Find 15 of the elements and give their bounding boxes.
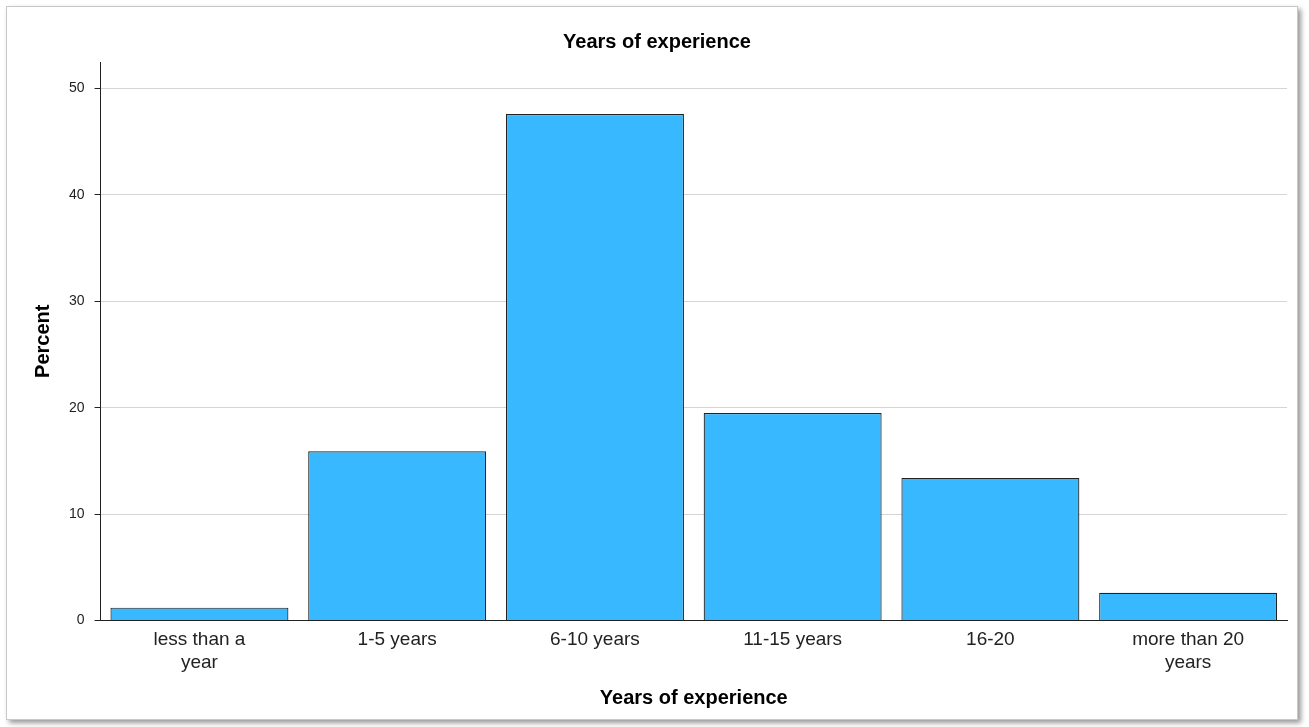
x-tick-label: 11-15 years [743,628,843,650]
x-tick-label: 1-5 years [357,628,437,650]
x-tick-label: 6-10 years [550,628,640,650]
y-tick-label: 30 [68,292,85,309]
y-tick-label: 20 [68,398,85,415]
y-tick-label: 10 [68,504,85,521]
x-tick-label: more than 20 years [1132,628,1245,672]
y-tick-label: 40 [68,185,85,202]
y-tick-label: 50 [68,79,85,96]
y-axis-title: Percent [30,304,53,378]
y-tick-label: 0 [76,611,85,628]
chart-title: Years of experience [563,29,751,52]
x-tick-label: less than a year [153,628,246,672]
x-axis-title: Years of experience [599,685,788,708]
x-tick-label: 16-20 [966,628,1015,650]
